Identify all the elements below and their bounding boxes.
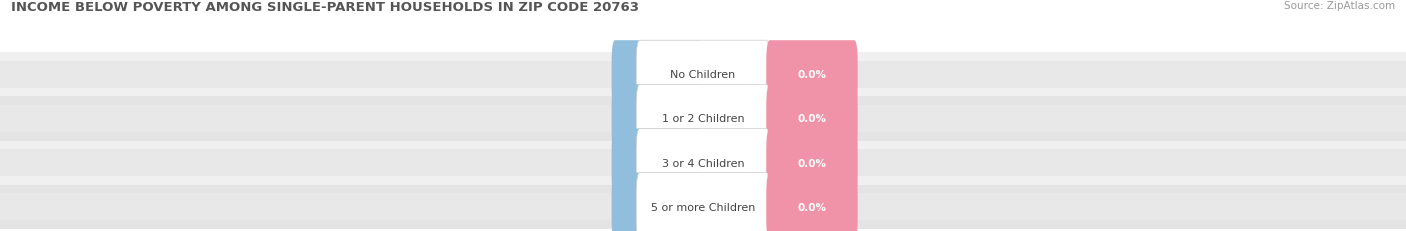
FancyBboxPatch shape bbox=[766, 129, 858, 197]
Text: 0.0%: 0.0% bbox=[797, 158, 827, 168]
FancyBboxPatch shape bbox=[637, 129, 770, 197]
Text: 0.0%: 0.0% bbox=[643, 158, 672, 168]
Text: 0.0%: 0.0% bbox=[797, 202, 827, 212]
Bar bbox=[0, 61, 1406, 89]
Bar bbox=[0, 97, 1406, 141]
Text: 3 or 4 Children: 3 or 4 Children bbox=[662, 158, 744, 168]
Text: 0.0%: 0.0% bbox=[643, 114, 672, 124]
FancyBboxPatch shape bbox=[766, 85, 858, 153]
Bar bbox=[0, 53, 1406, 97]
Text: 0.0%: 0.0% bbox=[643, 70, 672, 80]
FancyBboxPatch shape bbox=[612, 41, 703, 109]
FancyBboxPatch shape bbox=[612, 85, 703, 153]
Text: Source: ZipAtlas.com: Source: ZipAtlas.com bbox=[1284, 1, 1395, 11]
FancyBboxPatch shape bbox=[766, 173, 858, 231]
Text: 0.0%: 0.0% bbox=[797, 114, 827, 124]
Text: 0.0%: 0.0% bbox=[797, 70, 827, 80]
FancyBboxPatch shape bbox=[766, 41, 858, 109]
Text: 1 or 2 Children: 1 or 2 Children bbox=[662, 114, 744, 124]
Bar bbox=[0, 149, 1406, 176]
Text: 5 or more Children: 5 or more Children bbox=[651, 202, 755, 212]
FancyBboxPatch shape bbox=[637, 85, 770, 153]
Text: 0.0%: 0.0% bbox=[643, 202, 672, 212]
FancyBboxPatch shape bbox=[637, 173, 770, 231]
Bar bbox=[0, 141, 1406, 185]
FancyBboxPatch shape bbox=[612, 173, 703, 231]
Bar bbox=[0, 193, 1406, 220]
Text: INCOME BELOW POVERTY AMONG SINGLE-PARENT HOUSEHOLDS IN ZIP CODE 20763: INCOME BELOW POVERTY AMONG SINGLE-PARENT… bbox=[11, 1, 640, 14]
Bar bbox=[0, 105, 1406, 133]
FancyBboxPatch shape bbox=[612, 129, 703, 197]
Text: No Children: No Children bbox=[671, 70, 735, 80]
Bar bbox=[0, 185, 1406, 229]
FancyBboxPatch shape bbox=[637, 41, 770, 109]
